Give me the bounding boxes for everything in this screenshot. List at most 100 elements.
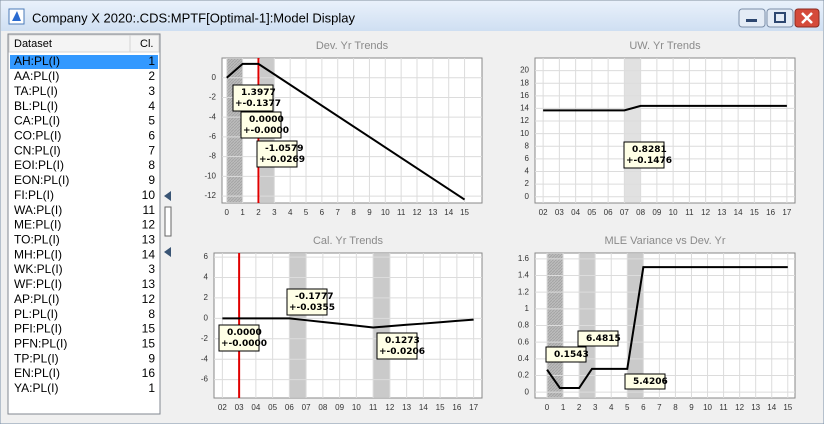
row-class[interactable]: 13 bbox=[142, 232, 156, 246]
annotation-text: 0.0000 bbox=[227, 328, 262, 338]
row-class[interactable]: 4 bbox=[148, 99, 155, 113]
row-name[interactable]: TO:PL(I) bbox=[14, 232, 60, 246]
x-tick-label: 7 bbox=[336, 208, 341, 217]
annotation-text: -0.1777 bbox=[295, 292, 333, 302]
x-tick-label: 05 bbox=[268, 403, 277, 412]
row-name[interactable]: WK:PL(I) bbox=[14, 262, 63, 276]
row-class[interactable]: 13 bbox=[142, 277, 156, 291]
row-name[interactable]: CO:PL(I) bbox=[14, 128, 61, 142]
row-name[interactable]: WF:PL(I) bbox=[14, 277, 62, 291]
x-tick-label: 11 bbox=[397, 208, 406, 217]
row-name[interactable]: YA:PL(I) bbox=[14, 381, 58, 395]
x-tick-label: 13 bbox=[428, 208, 437, 217]
row-class[interactable]: 1 bbox=[148, 54, 155, 68]
row-name[interactable]: MH:PL(I) bbox=[14, 247, 62, 261]
y-tick-label: -2 bbox=[209, 93, 217, 102]
annotation-box bbox=[218, 324, 260, 352]
annotation-box bbox=[623, 141, 665, 169]
row-name[interactable]: PFI:PL(I) bbox=[14, 322, 62, 336]
row-name[interactable]: EN:PL(I) bbox=[14, 366, 60, 380]
x-tick-label: 10 bbox=[352, 403, 361, 412]
x-tick-label: 0 bbox=[545, 403, 550, 412]
y-tick-label: -2 bbox=[201, 334, 209, 343]
x-tick-label: 15 bbox=[436, 403, 445, 412]
annotation-text: 0.1273 bbox=[385, 336, 420, 346]
y-tick-label: 2 bbox=[525, 179, 530, 188]
row-name[interactable]: TA:PL(I) bbox=[14, 84, 58, 98]
x-tick-label: 6 bbox=[320, 208, 325, 217]
row-name[interactable]: BL:PL(I) bbox=[14, 99, 58, 113]
row-name[interactable]: EON:PL(I) bbox=[14, 173, 69, 187]
y-tick-label: 8 bbox=[525, 141, 530, 150]
row-class[interactable]: 3 bbox=[148, 262, 155, 276]
x-tick-label: 11 bbox=[369, 403, 378, 412]
window-title: Company X 2020:.CDS:MPTF[Optimal-1]:Mode… bbox=[32, 10, 355, 25]
annotation-box bbox=[545, 346, 587, 363]
x-tick-label: 0 bbox=[225, 208, 230, 217]
y-tick-label: -6 bbox=[209, 132, 217, 141]
row-class[interactable]: 8 bbox=[148, 307, 155, 321]
x-tick-label: 04 bbox=[251, 403, 260, 412]
annotation-text: 1.3977 bbox=[241, 88, 276, 98]
row-class[interactable]: 12 bbox=[142, 292, 156, 306]
row-name[interactable]: ME:PL(I) bbox=[14, 218, 61, 232]
row-name[interactable]: CN:PL(I) bbox=[14, 143, 61, 157]
annotation-text: 6.4815 bbox=[586, 334, 621, 344]
row-class[interactable]: 15 bbox=[142, 337, 156, 351]
x-tick-label: 15 bbox=[750, 208, 759, 217]
row-class[interactable]: 7 bbox=[148, 143, 155, 157]
y-tick-label: 1.6 bbox=[518, 254, 530, 263]
row-name[interactable]: AA:PL(I) bbox=[14, 69, 59, 83]
minimize-button[interactable] bbox=[738, 8, 766, 28]
y-tick-label: 6 bbox=[204, 252, 209, 261]
row-name[interactable]: PL:PL(I) bbox=[14, 307, 58, 321]
row-class[interactable]: 16 bbox=[142, 366, 156, 380]
y-tick-label: 0 bbox=[212, 73, 217, 82]
y-tick-label: -6 bbox=[201, 375, 209, 384]
selected-row[interactable] bbox=[10, 55, 158, 69]
x-tick-label: 5 bbox=[304, 208, 309, 217]
annotation-text: 0.0000 bbox=[249, 115, 284, 125]
x-tick-label: 2 bbox=[256, 208, 261, 217]
chart-title: Cal. Yr Trends bbox=[313, 235, 384, 247]
row-class[interactable]: 12 bbox=[142, 218, 156, 232]
row-class[interactable]: 9 bbox=[148, 351, 155, 365]
row-name[interactable]: CA:PL(I) bbox=[14, 114, 60, 128]
row-name[interactable]: PFN:PL(I) bbox=[14, 337, 67, 351]
x-tick-label: 03 bbox=[555, 208, 564, 217]
x-tick-label: 12 bbox=[735, 403, 744, 412]
splitter-thumb[interactable] bbox=[164, 206, 172, 237]
arrow-left[interactable] bbox=[164, 247, 171, 257]
row-class[interactable]: 15 bbox=[142, 322, 156, 336]
row-class[interactable]: 10 bbox=[142, 188, 156, 202]
chart-title: Dev. Yr Trends bbox=[316, 40, 389, 52]
x-tick-label: 07 bbox=[302, 403, 311, 412]
row-class[interactable]: 14 bbox=[142, 247, 156, 261]
y-tick-label: 0 bbox=[525, 387, 530, 396]
row-class[interactable]: 5 bbox=[148, 114, 155, 128]
row-name[interactable]: WA:PL(I) bbox=[14, 203, 62, 217]
row-name[interactable]: FI:PL(I) bbox=[14, 188, 54, 202]
y-tick-label: 14 bbox=[520, 104, 529, 113]
row-class[interactable]: 2 bbox=[148, 69, 155, 83]
row-name[interactable]: TP:PL(I) bbox=[14, 351, 59, 365]
row-class[interactable]: 1 bbox=[148, 381, 155, 395]
row-name[interactable]: EOI:PL(I) bbox=[14, 158, 64, 172]
x-tick-label: 09 bbox=[652, 208, 661, 217]
row-class[interactable]: 9 bbox=[148, 173, 155, 187]
row-name[interactable]: AH:PL(I) bbox=[14, 54, 60, 68]
annotation-text: +-0.0000 bbox=[243, 126, 289, 136]
y-tick-label: 4 bbox=[204, 273, 209, 282]
maximize-glyph bbox=[774, 12, 786, 23]
row-name[interactable]: AP:PL(I) bbox=[14, 292, 59, 306]
row-class[interactable]: 11 bbox=[143, 203, 156, 217]
row-class[interactable]: 8 bbox=[148, 158, 155, 172]
y-tick-label: 6 bbox=[525, 154, 530, 163]
x-tick-label: 03 bbox=[235, 403, 244, 412]
trend-line bbox=[546, 266, 788, 389]
arrow-left[interactable] bbox=[164, 191, 171, 201]
maximize-button[interactable] bbox=[766, 8, 794, 28]
row-class[interactable]: 3 bbox=[148, 84, 155, 98]
row-class[interactable]: 6 bbox=[148, 128, 155, 142]
y-tick-label: 0.6 bbox=[518, 337, 530, 346]
